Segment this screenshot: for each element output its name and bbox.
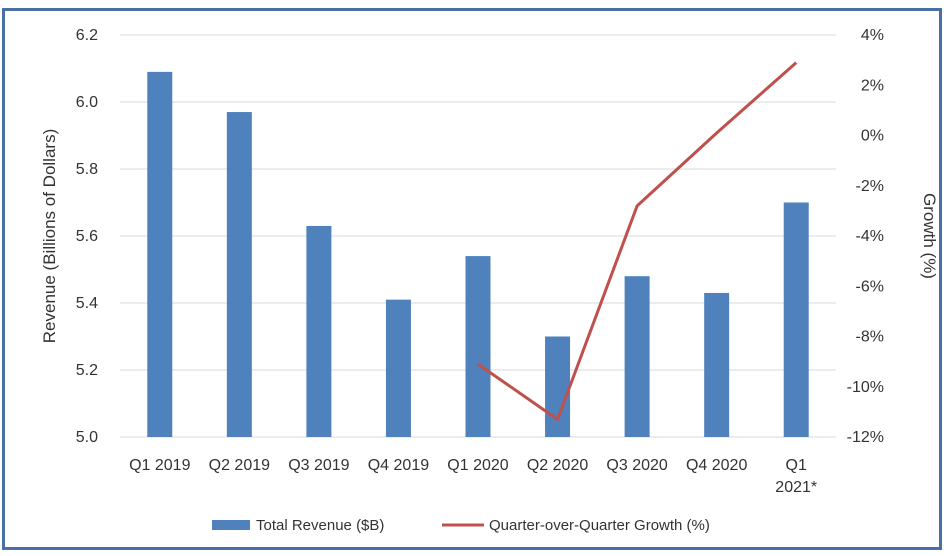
x-tick-label: Q1 2021* xyxy=(775,457,817,496)
y2-tick-label: -12% xyxy=(847,429,884,446)
revenue-bar xyxy=(783,202,809,437)
x-tick-label: Q3 2020 xyxy=(606,457,667,474)
y2-tick-label: 2% xyxy=(861,77,884,94)
y-axis-title: Revenue (Billions of Dollars) xyxy=(40,129,59,343)
legend-label-revenue: Total Revenue ($B) xyxy=(256,517,384,534)
revenue-bar xyxy=(704,292,730,437)
x-tick-label: Q2 2019 xyxy=(209,457,270,474)
y2-tick-label: -4% xyxy=(856,228,884,245)
y2-tick-label: -2% xyxy=(856,178,884,195)
revenue-bar xyxy=(226,112,252,438)
y-tick-label: 5.2 xyxy=(76,362,98,379)
y-tick-label: 5.6 xyxy=(76,228,98,245)
y2-tick-label: 0% xyxy=(861,128,884,145)
y2-axis-title: Growth (%) xyxy=(920,193,939,279)
x-tick-label: Q1 2019 xyxy=(129,457,190,474)
revenue-bar xyxy=(465,256,491,437)
y2-tick-label: -6% xyxy=(856,278,884,295)
revenue-bar xyxy=(385,299,411,437)
y-tick-label: 6.0 xyxy=(76,94,98,111)
y-tick-label: 5.8 xyxy=(76,161,98,178)
y2-tick-label: -8% xyxy=(856,329,884,346)
x-tick-label: Q4 2020 xyxy=(686,457,747,474)
y-tick-label: 5.0 xyxy=(76,429,98,446)
revenue-bar xyxy=(545,336,571,437)
x-tick-label: Q1 2020 xyxy=(447,457,508,474)
y-tick-label: 6.2 xyxy=(76,27,98,44)
y2-tick-label: -10% xyxy=(847,379,884,396)
legend-label-growth: Quarter-over-Quarter Growth (%) xyxy=(489,517,710,534)
x-tick-label: Q4 2019 xyxy=(368,457,429,474)
revenue-bar xyxy=(306,225,332,437)
legend-swatch-revenue xyxy=(212,520,250,530)
x-tick-label: Q3 2019 xyxy=(288,457,349,474)
x-tick-label: Q2 2020 xyxy=(527,457,588,474)
y-tick-label: 5.4 xyxy=(76,295,98,312)
revenue-bar xyxy=(624,276,650,437)
y2-tick-label: 4% xyxy=(861,27,884,44)
revenue-bar xyxy=(147,71,173,437)
